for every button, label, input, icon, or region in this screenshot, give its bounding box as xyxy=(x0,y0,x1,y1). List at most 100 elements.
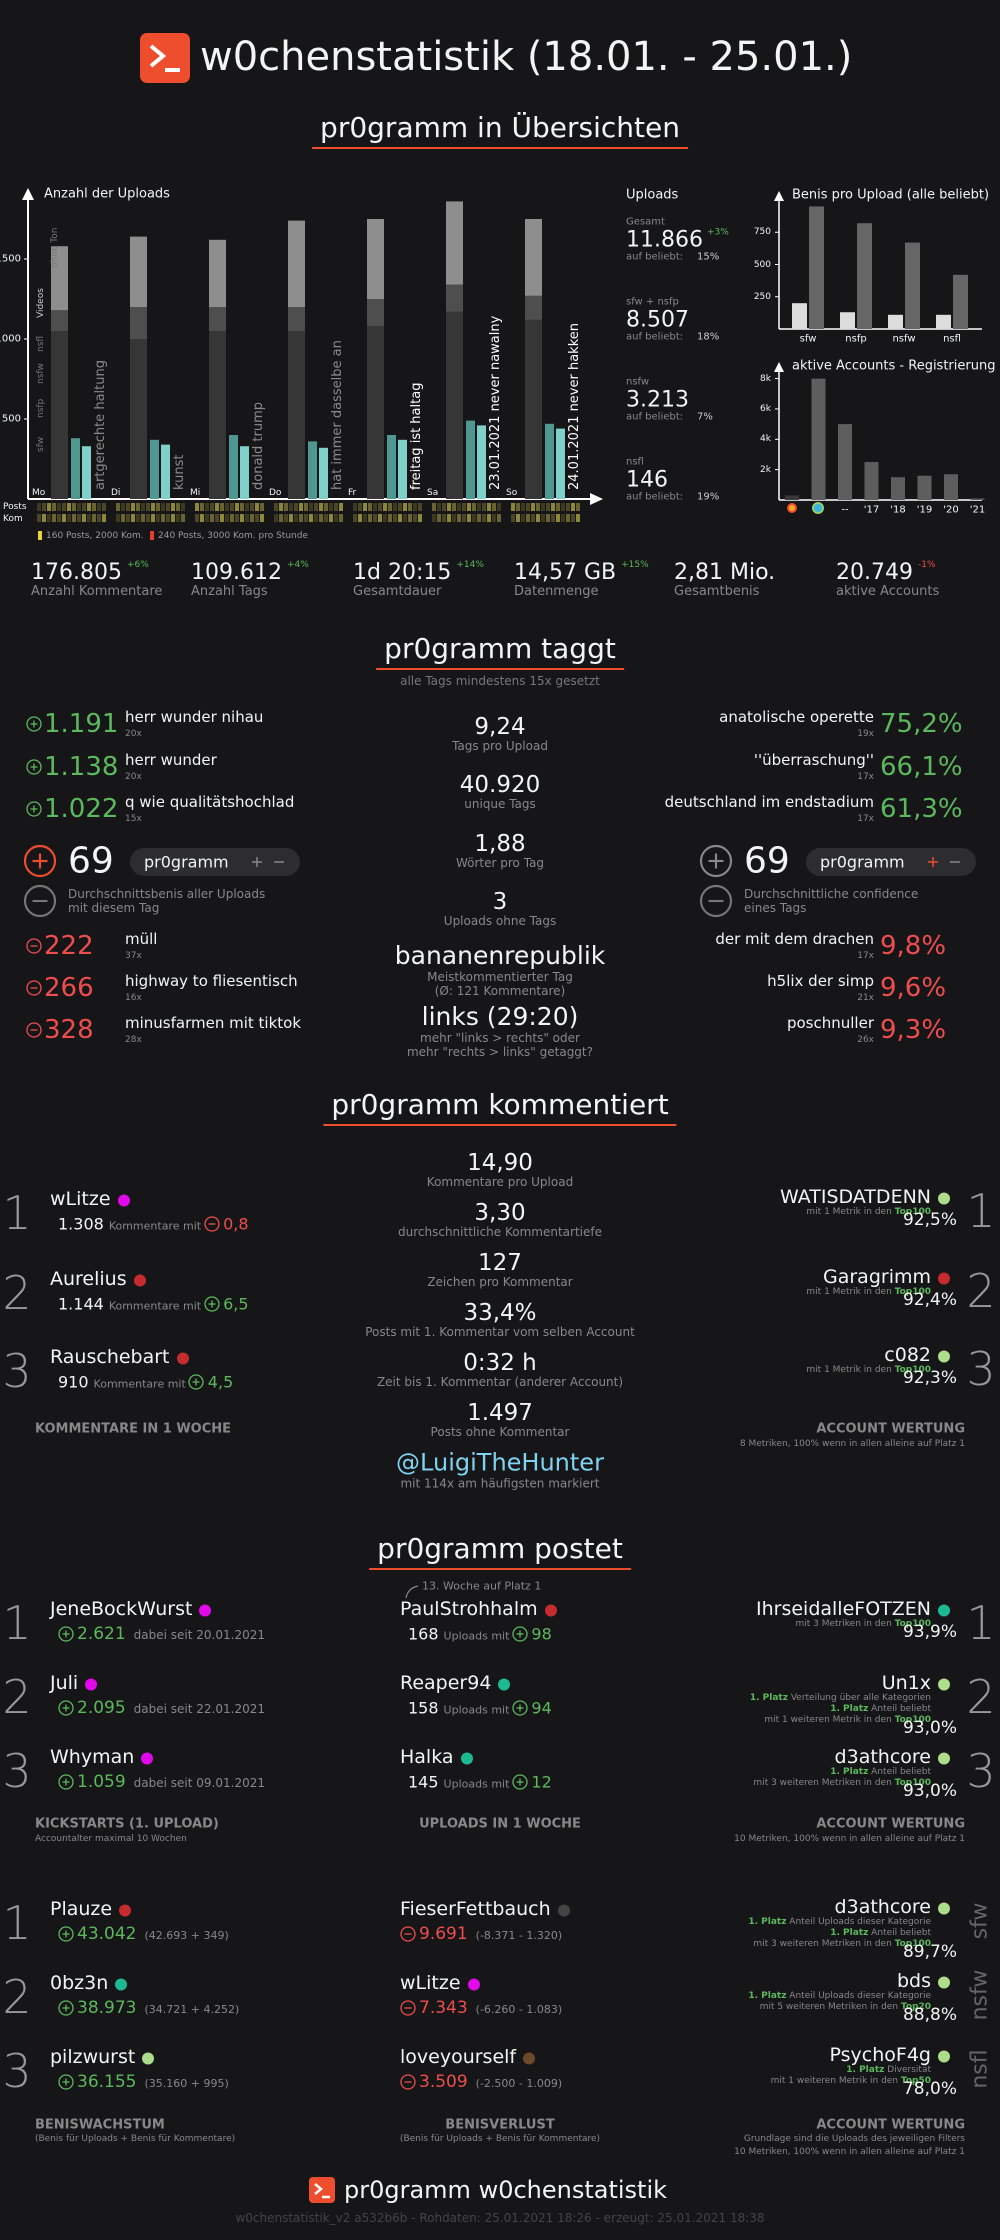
user-name: Rauschebart xyxy=(50,1346,170,1368)
heat-cell xyxy=(57,514,61,522)
benis-change: 43.042 xyxy=(77,1924,137,1944)
upload-value: 11.866 xyxy=(626,227,703,253)
legend-swatch xyxy=(150,531,154,540)
heat-cell xyxy=(87,503,91,511)
bar xyxy=(229,435,238,499)
upload-label: nsfl xyxy=(626,456,644,468)
search-description: mit diesem Tag xyxy=(68,901,160,915)
heat-cell xyxy=(279,503,283,511)
bar-segment xyxy=(525,219,542,296)
heat-cell xyxy=(531,503,535,511)
plus-icon xyxy=(58,1626,74,1642)
heat-cell xyxy=(299,503,303,511)
tag-search-box[interactable] xyxy=(806,848,976,876)
side-label: nsfp xyxy=(36,398,46,418)
kickstart-row: 2.621 dabei seit 20.01.2021 xyxy=(77,1624,265,1644)
heat-cell xyxy=(126,503,130,511)
heat-cell xyxy=(121,514,125,522)
heat-cell xyxy=(72,514,76,522)
tag-name: müll xyxy=(125,930,158,948)
stat-label: Gesamtdauer xyxy=(353,584,442,600)
heat-cell xyxy=(176,503,180,511)
upload-count-label: Uploads mit xyxy=(443,1777,510,1791)
rank: 1 xyxy=(966,1596,996,1650)
bar xyxy=(477,425,486,499)
heat-cell xyxy=(319,514,323,522)
benis-change: 3.509 xyxy=(419,2072,468,2092)
comment-count-row: 1.144 Kommentare mit 6,5 xyxy=(58,1295,249,1314)
chart-title: Benis pro Upload (alle beliebt) xyxy=(792,187,990,203)
rank: 2 xyxy=(966,1670,996,1724)
heat-cell xyxy=(472,503,476,511)
rating-detail: mit 1 Metrik in den Top100 xyxy=(806,1287,931,1297)
heat-cell xyxy=(47,514,51,522)
kickstart-since: dabei seit 20.01.2021 xyxy=(133,1628,265,1642)
heat-cell xyxy=(531,514,535,522)
day-top-tag: 23.01.2021 never nawalny xyxy=(488,315,503,490)
heat-cell xyxy=(566,503,570,511)
plus-icon xyxy=(204,1296,220,1312)
heat-cell xyxy=(72,503,76,511)
heat-cell xyxy=(57,503,61,511)
user-badge xyxy=(558,1904,570,1916)
heat-cell xyxy=(304,514,308,522)
heat-cell xyxy=(102,503,106,511)
center-stat-value: 33,4% xyxy=(463,1299,537,1326)
heat-cell xyxy=(462,503,466,511)
user-badge xyxy=(119,1904,131,1916)
bar xyxy=(240,446,249,499)
stat: 14,57 GB +15% Datenmenge xyxy=(514,560,649,600)
heat-cell xyxy=(388,514,392,522)
tag-confidence: 75,2% xyxy=(880,709,963,739)
heat-cell xyxy=(413,503,417,511)
heat-cell xyxy=(403,503,407,511)
side-label: sfw xyxy=(36,436,46,452)
stat: 20.749 -1% aktive Accounts xyxy=(836,560,939,600)
rank: 1 xyxy=(2,1186,32,1240)
stat-label: Anzahl Kommentare xyxy=(31,584,163,600)
footer-title: pr0gramm w0chenstatistik xyxy=(344,2176,668,2204)
upload-beliebt-row: auf beliebt: 18% xyxy=(626,332,719,343)
user-badge xyxy=(199,1604,211,1616)
upload-benis: 94 xyxy=(531,1698,552,1718)
stat-value: 2,81 Mio. xyxy=(674,559,776,585)
comment-count-row: 910 Kommentare mit 4,5 xyxy=(58,1373,233,1392)
note-arrow xyxy=(405,1585,419,1599)
benis-change-row: 9.691 (-8.371 - 1.320) xyxy=(419,1924,562,1944)
heat-cell xyxy=(383,514,387,522)
heat-cell xyxy=(571,514,575,522)
search-tag: pr0gramm xyxy=(820,852,905,872)
user-badge xyxy=(498,1678,510,1690)
heat-cell xyxy=(457,514,461,522)
center-stat-label: Meistkommentierter Tag xyxy=(427,969,573,984)
heat-cell xyxy=(408,503,412,511)
heat-cell xyxy=(52,514,56,522)
heat-cell xyxy=(418,514,422,522)
rating-detail: mit 1 Metrik in den Top100 xyxy=(806,1365,931,1375)
tag-name: anatolische operette xyxy=(719,708,874,726)
heat-cell xyxy=(294,514,298,522)
center-stat-value: 127 xyxy=(478,1249,522,1276)
heat-cell xyxy=(161,514,165,522)
user-badge xyxy=(545,1604,557,1616)
day-top-tag: freitag ist haltag xyxy=(409,382,424,490)
heat-cell xyxy=(294,503,298,511)
user-badge xyxy=(461,1752,473,1764)
stat-value-row: 20.749 -1% xyxy=(836,560,939,585)
center-stat-label: unique Tags xyxy=(464,797,536,812)
heat-cell xyxy=(492,514,496,522)
heat-cell xyxy=(447,503,451,511)
stat-value: 20.749 xyxy=(836,559,913,585)
kickstart-row: 1.059 dabei seit 09.01.2021 xyxy=(77,1772,265,1792)
upload-value: 3.213 xyxy=(626,387,689,413)
rating-detail: mit 3 Metriken in den Top100 xyxy=(795,1619,931,1629)
section-title: pr0gramm taggt xyxy=(376,632,624,670)
heat-cell xyxy=(334,514,338,522)
axis-arrow xyxy=(774,191,784,201)
heat-cell xyxy=(442,514,446,522)
rating-detail: 1. Platz Diversität xyxy=(846,2065,931,2075)
heat-cell xyxy=(42,514,46,522)
upload-count: 168 xyxy=(408,1624,439,1644)
tag-search-box[interactable] xyxy=(130,848,300,876)
stat-value-row: 2,81 Mio. xyxy=(674,560,775,585)
